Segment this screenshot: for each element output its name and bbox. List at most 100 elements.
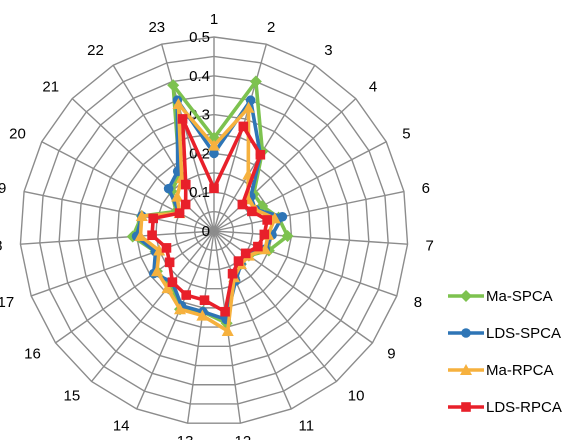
data-point	[171, 190, 184, 202]
grid-spoke	[30, 230, 215, 297]
category-label: 6	[422, 180, 430, 197]
data-point	[240, 248, 251, 259]
data-point	[237, 199, 248, 210]
data-point	[233, 256, 244, 266]
data-point	[262, 215, 272, 225]
data-point	[161, 282, 174, 294]
data-point	[172, 97, 185, 109]
data-point	[209, 183, 219, 194]
grid-spoke	[213, 230, 398, 297]
category-label: 8	[414, 294, 422, 311]
category-label: 16	[24, 345, 41, 362]
category-label: 3	[324, 42, 332, 59]
legend-marker	[460, 364, 472, 375]
series-plot-area	[126, 75, 294, 336]
data-point	[208, 139, 220, 151]
data-point	[147, 230, 157, 241]
category-labels: 1234567891011121314151617181920212223	[0, 11, 434, 440]
grid-spoke	[213, 190, 405, 232]
category-label: 12	[235, 433, 252, 440]
data-point	[255, 149, 266, 160]
data-point	[209, 148, 219, 159]
grid-spoke	[213, 230, 292, 410]
legend-item: LDS-SPCA	[448, 325, 561, 342]
data-point	[174, 208, 185, 218]
grid-ring	[77, 94, 351, 367]
data-point	[196, 309, 209, 321]
data-point	[227, 268, 238, 279]
legend-label: LDS-RPCA	[486, 399, 562, 416]
grid-spoke	[55, 230, 215, 344]
data-point	[153, 244, 166, 256]
grid-ring	[193, 210, 235, 251]
radial-tick-label: 0.5	[189, 29, 210, 46]
data-point	[221, 324, 234, 336]
grid-ring	[58, 75, 370, 386]
data-point	[180, 199, 191, 210]
grid-spoke	[213, 141, 387, 232]
grid-spoke	[20, 230, 215, 245]
grid-spoke	[213, 44, 268, 232]
grid-spoke	[112, 64, 215, 232]
grid-spoke	[136, 230, 215, 410]
grid-spoke	[213, 98, 357, 232]
radar-grid	[19, 36, 409, 424]
data-point	[134, 230, 147, 242]
data-point	[163, 183, 174, 194]
grid-spoke	[213, 230, 337, 382]
data-point	[180, 179, 191, 190]
category-label: 23	[148, 19, 165, 36]
data-point	[167, 277, 178, 287]
data-point	[167, 79, 180, 92]
radial-tick-label: 0	[202, 223, 210, 240]
category-label: 5	[402, 126, 410, 143]
category-label: 4	[369, 78, 377, 95]
data-point	[238, 121, 249, 132]
data-point	[281, 230, 294, 243]
data-point	[277, 211, 288, 222]
grid-spoke	[23, 190, 215, 232]
category-label: 11	[299, 417, 315, 434]
data-point	[247, 206, 257, 217]
category-label: 7	[426, 238, 434, 255]
legend-item: Ma-RPCA	[448, 362, 554, 379]
grid-spoke	[213, 230, 373, 344]
data-point	[249, 75, 262, 88]
legend-label: LDS-SPCA	[486, 325, 561, 342]
radial-tick-label: 0.4	[189, 68, 210, 85]
category-label: 10	[348, 388, 365, 405]
grid-ring	[97, 113, 331, 348]
grid-ring	[116, 133, 312, 328]
data-point	[253, 241, 263, 252]
category-label: 17	[0, 294, 14, 311]
category-label: 14	[113, 417, 130, 434]
data-point	[181, 290, 191, 300]
grid-spoke	[160, 44, 215, 232]
category-label: 13	[177, 433, 194, 440]
series-lds-rpca	[147, 114, 272, 317]
grid-spoke	[41, 141, 215, 232]
grid-spoke	[186, 230, 215, 424]
data-point	[259, 243, 272, 255]
data-point	[199, 295, 210, 305]
legend-marker	[460, 290, 472, 302]
category-label: 19	[0, 180, 6, 197]
data-point	[148, 213, 159, 224]
category-label: 20	[9, 126, 26, 143]
data-point	[164, 257, 175, 268]
grid-ring	[19, 36, 409, 424]
category-label: 21	[42, 78, 59, 95]
data-point	[220, 306, 230, 317]
category-label: 18	[0, 238, 3, 255]
data-point	[161, 243, 172, 253]
data-point	[135, 210, 148, 222]
data-point	[259, 229, 270, 240]
legend-marker	[461, 328, 471, 338]
legend-label: Ma-SPCA	[486, 288, 553, 305]
data-point	[177, 114, 188, 124]
category-label: 2	[267, 19, 275, 36]
data-point	[245, 95, 256, 106]
legend-item: LDS-RPCA	[448, 399, 562, 416]
data-point	[150, 265, 163, 277]
